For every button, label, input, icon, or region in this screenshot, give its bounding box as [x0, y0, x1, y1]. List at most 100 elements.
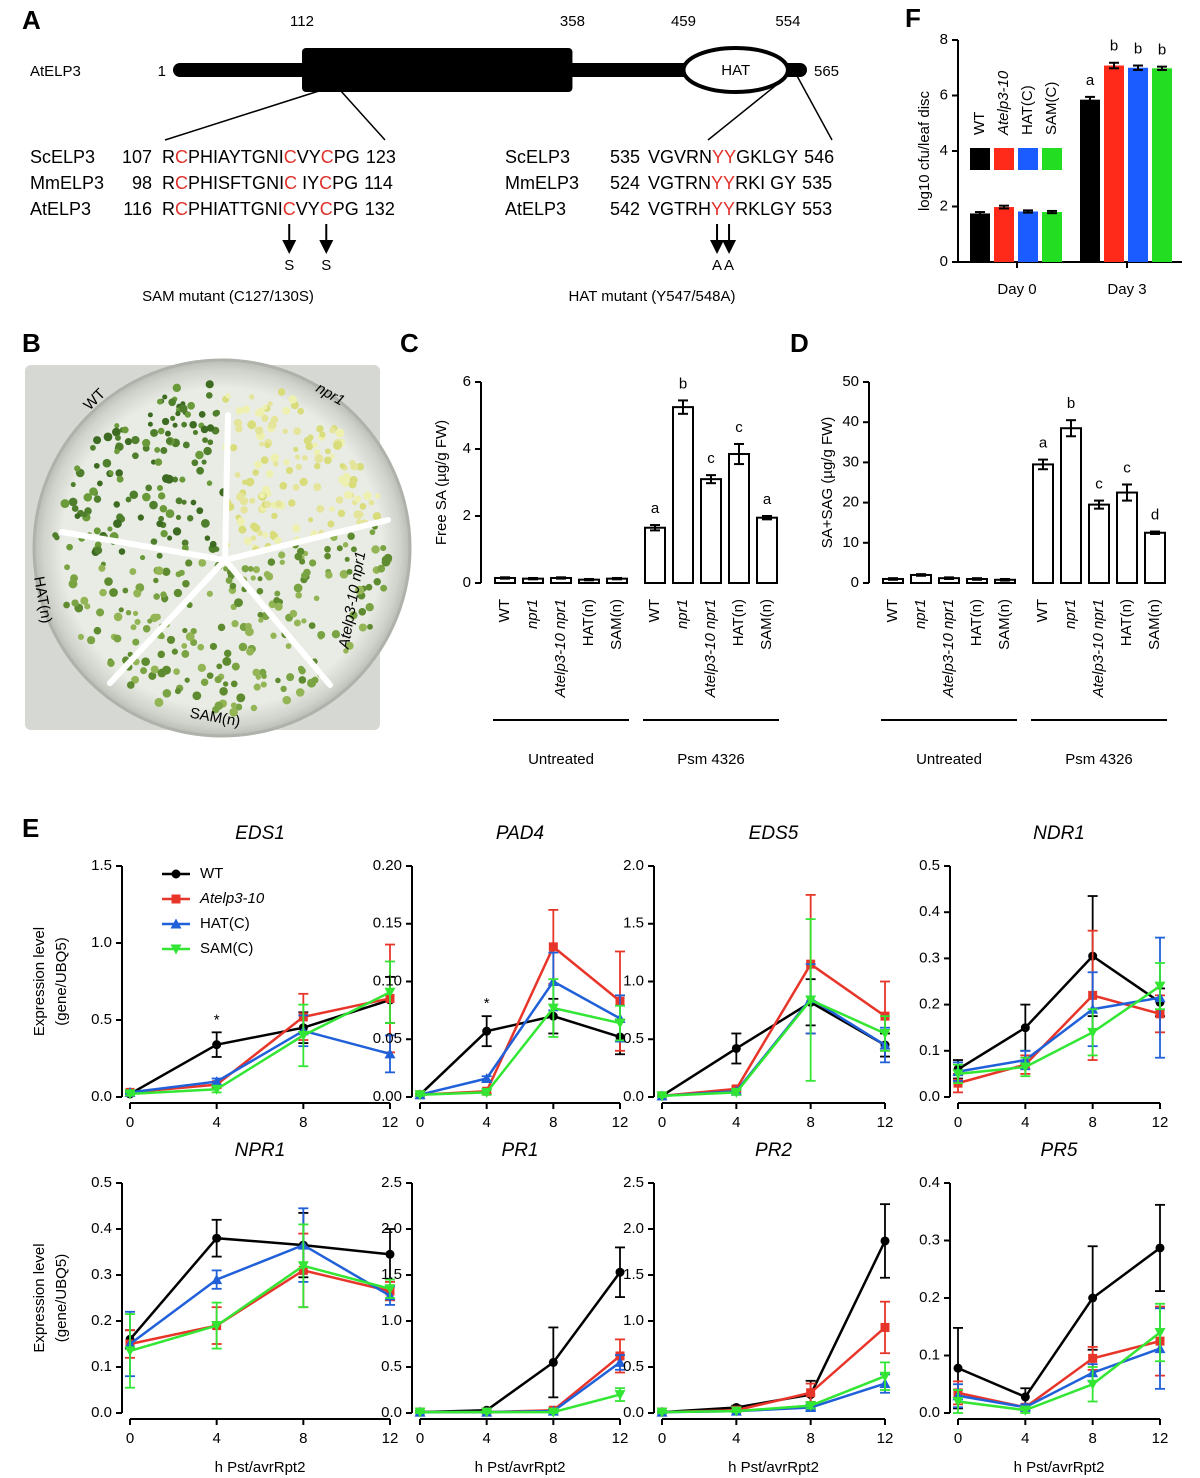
sequence: RCPHISFTGNIC IYCPG — [162, 173, 358, 193]
position-label: 565 — [814, 63, 839, 80]
residue: I — [213, 199, 218, 219]
seedling — [222, 681, 229, 687]
seedling — [153, 593, 160, 600]
seedling — [122, 587, 129, 594]
seedling — [71, 599, 79, 607]
seedling — [270, 501, 277, 509]
residue: T — [241, 173, 252, 193]
sequence: VGTRNYYRKI GY — [648, 173, 796, 193]
seedling — [165, 430, 171, 437]
residue: H — [200, 173, 213, 193]
marker — [124, 1089, 136, 1100]
seedling — [206, 590, 213, 597]
significance-letter: a — [651, 500, 660, 517]
group-label: Psm 4326 — [1065, 751, 1133, 768]
bar — [1080, 99, 1100, 262]
residue: R — [162, 173, 175, 193]
dividers — [59, 412, 391, 688]
x-tick-label: SAM(n) — [1146, 599, 1163, 650]
series-line — [661, 998, 886, 1098]
seedling — [263, 571, 271, 578]
marker — [297, 1261, 309, 1272]
seedling — [333, 441, 343, 450]
x-tick-label: SAM(n) — [608, 599, 625, 650]
group-label: Untreated — [528, 751, 594, 768]
seedling — [205, 380, 214, 389]
seedling — [240, 506, 248, 514]
series-line — [419, 1271, 622, 1414]
seedling — [335, 496, 344, 504]
seedling — [372, 512, 382, 521]
y-tick-label: 0.1 — [91, 1358, 112, 1375]
significance-letter: b — [1110, 38, 1118, 55]
x-tick-label: Atelp3-10 npr1 — [702, 599, 719, 698]
mutation-arrowhead — [319, 240, 334, 254]
seedling — [286, 673, 295, 682]
x-tick-label: 4 — [482, 1114, 490, 1131]
sequence-start: 535 — [610, 147, 640, 167]
x-tick-label: 12 — [877, 1430, 894, 1447]
sequence: VGVRNYYGKLGY — [648, 147, 798, 167]
seedling — [314, 454, 324, 464]
seedling — [99, 588, 107, 597]
marker — [1087, 1379, 1099, 1390]
series-line — [129, 991, 391, 1096]
residue: P — [333, 199, 345, 219]
seedling — [317, 630, 326, 639]
panel-label: B — [22, 328, 41, 358]
seedling — [299, 477, 308, 486]
x-tick-label: 12 — [382, 1114, 399, 1131]
seedling — [258, 492, 266, 499]
sequence-start: 107 — [122, 147, 152, 167]
marker — [547, 1407, 559, 1418]
domain — [681, 46, 790, 94]
residue: V — [296, 199, 308, 219]
seedling — [350, 546, 357, 553]
residue: Y — [309, 147, 321, 167]
y-tick-label: 0.1 — [919, 1346, 940, 1363]
seedling — [293, 583, 303, 593]
legend-swatch — [994, 148, 1014, 170]
seedling — [181, 499, 187, 505]
residue: P — [188, 199, 200, 219]
seedling — [212, 410, 220, 417]
protein-name: ScELP3 — [30, 147, 95, 167]
x-tick-label: npr1 — [674, 599, 691, 629]
seedling — [125, 609, 132, 616]
seedling — [132, 638, 140, 646]
y-tick-label: 0.3 — [919, 949, 940, 966]
x-tick-label: 0 — [954, 1114, 962, 1131]
seedling — [121, 426, 129, 434]
y-tick-label: 0.15 — [373, 915, 402, 932]
seedling — [129, 568, 137, 576]
seedling — [383, 553, 393, 563]
sequence-end: 132 — [365, 199, 395, 219]
x-tick-label: SAM(n) — [996, 599, 1013, 650]
series-line — [129, 1264, 391, 1353]
seedling — [252, 566, 260, 574]
subplot-title: PR1 — [502, 1140, 539, 1161]
seedling — [206, 424, 215, 432]
legend-label: HAT(C) — [1019, 85, 1036, 135]
seedling — [124, 438, 132, 446]
seedling — [342, 472, 351, 481]
residue: Y — [229, 147, 241, 167]
seedling — [181, 421, 187, 428]
seedling — [89, 487, 98, 496]
y-tick-label: 2 — [463, 507, 471, 524]
seedling — [131, 435, 140, 445]
legend-swatch — [1042, 148, 1062, 170]
seedling — [259, 668, 267, 677]
seedling — [245, 477, 255, 487]
residue: Y — [784, 173, 796, 193]
residue: G — [770, 173, 784, 193]
x-tick-label: Atelp3-10 npr1 — [1090, 599, 1107, 698]
residue: G — [346, 147, 360, 167]
seedling — [159, 504, 168, 513]
y-tick-label: 0.0 — [623, 1404, 644, 1421]
seedling — [68, 579, 78, 589]
seedling — [354, 495, 362, 503]
seedling — [282, 695, 292, 705]
marker — [414, 1407, 426, 1418]
y-tick-label: 0 — [463, 574, 471, 591]
